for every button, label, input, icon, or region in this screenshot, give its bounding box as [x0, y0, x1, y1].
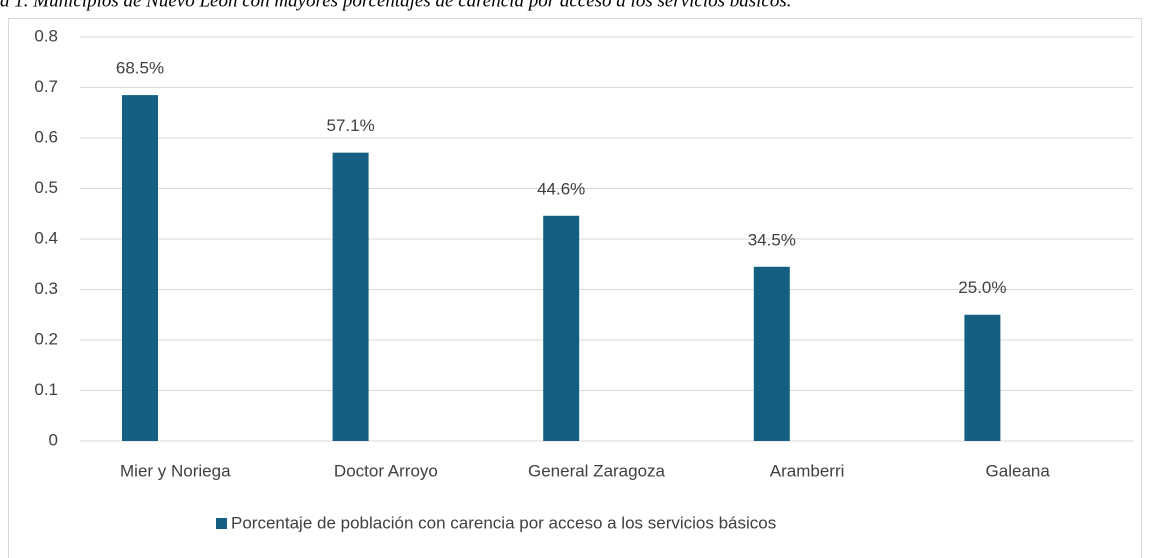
chart-title: a 1. Municipios de Nuevo León con mayore…: [0, 0, 792, 11]
bar: [122, 95, 158, 441]
x-tick-label: Doctor Arroyo: [334, 461, 438, 480]
x-tick-label: Aramberri: [770, 461, 845, 480]
x-tick-label: General Zaragoza: [528, 461, 666, 480]
bar: [332, 152, 369, 441]
y-tick-label: 0.1: [34, 380, 58, 399]
bar: [753, 266, 790, 441]
data-label: 57.1%: [326, 116, 374, 135]
legend-swatch: [216, 518, 227, 529]
x-tick-label: Galeana: [986, 461, 1051, 480]
x-tick-label: Mier y Noriega: [120, 461, 231, 480]
data-label: 25.0%: [958, 278, 1006, 297]
y-tick-label: 0.4: [34, 228, 58, 247]
data-label: 34.5%: [748, 230, 796, 249]
y-tick-label: 0.3: [34, 279, 58, 298]
y-tick-label: 0.5: [34, 178, 58, 197]
y-tick-label: 0.2: [34, 329, 58, 348]
y-tick-label: 0.8: [34, 26, 58, 45]
data-label: 68.5%: [116, 59, 164, 78]
y-tick-label: 0: [49, 430, 58, 449]
legend-label: Porcentaje de población con carencia por…: [231, 513, 776, 532]
data-label: 44.6%: [537, 179, 585, 198]
y-tick-label: 0.6: [34, 127, 58, 146]
bar: [964, 314, 1001, 441]
y-tick-label: 0.7: [34, 77, 58, 96]
bar: [543, 215, 580, 441]
